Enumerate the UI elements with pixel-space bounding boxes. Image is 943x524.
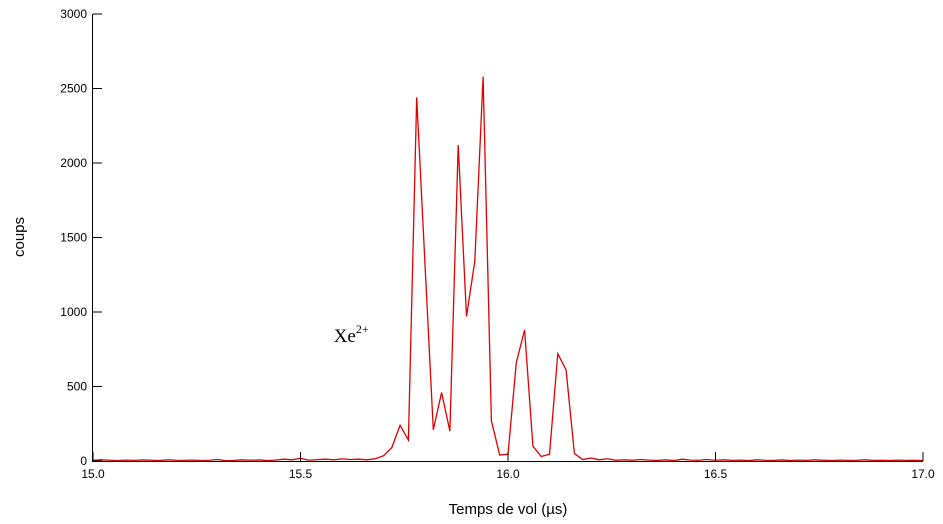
x-tick-label: 17.0 — [911, 467, 935, 481]
y-tick-label: 2500 — [60, 82, 87, 96]
x-tick-label: 16.0 — [496, 467, 520, 481]
annotation-xe2plus: Xe2+ — [334, 322, 369, 347]
x-tick-label: 15.0 — [81, 467, 105, 481]
x-axis: 15.0 15.5 16.0 16.5 17.0 — [81, 452, 935, 481]
y-tick-label: 1500 — [60, 231, 87, 245]
series-line — [92, 76, 924, 462]
annotation-base: Xe — [334, 326, 356, 347]
y-axis-title: coups — [11, 217, 28, 257]
x-tick-label: 16.5 — [704, 467, 728, 481]
y-axis: 0 500 1000 1500 2000 2500 3000 — [60, 7, 102, 468]
y-tick-label: 500 — [67, 380, 87, 394]
y-tick-label: 1000 — [60, 305, 87, 319]
annotation-superscript: 2+ — [356, 322, 369, 336]
y-tick-label: 3000 — [60, 7, 87, 21]
x-axis-title: Temps de vol (µs) — [449, 501, 568, 518]
x-tick-label: 15.5 — [289, 467, 313, 481]
y-tick-label: 2000 — [60, 156, 87, 170]
y-tick-label: 0 — [80, 454, 87, 468]
plot-area — [92, 76, 924, 462]
